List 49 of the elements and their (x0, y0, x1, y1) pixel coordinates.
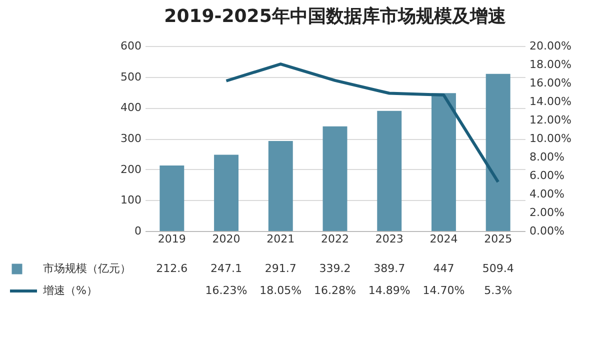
data-label: 389.7 (374, 262, 406, 275)
y-tick-label: 100 (120, 194, 142, 207)
y2-tick-label: 8.00% (530, 150, 564, 164)
data-label: 14.70% (422, 284, 465, 297)
y-tick-label: 400 (120, 101, 142, 114)
data-label: 16.28% (314, 284, 356, 297)
bar (268, 141, 293, 231)
data-label: 5.3% (484, 284, 512, 297)
y-tick-label: 0 (134, 224, 142, 238)
y-tick-label: 300 (120, 132, 142, 145)
y2-tick-label: 4.00% (530, 188, 564, 200)
data-label: 339.2 (319, 262, 351, 275)
data-label: 447 (433, 262, 454, 275)
y-tick-label: 200 (120, 162, 142, 176)
y2-tick-label: 6.00% (530, 169, 564, 182)
x-tick-label: 2021 (266, 232, 295, 246)
y-tick-label: 500 (120, 70, 142, 84)
x-tick-label: 2019 (158, 232, 186, 246)
x-tick-label: 2024 (430, 232, 458, 246)
data-label: 509.4 (482, 262, 514, 275)
y2-tick-label: 10.00% (530, 132, 572, 145)
legend-label: 市场规模（亿元） (43, 262, 131, 275)
bar (377, 110, 402, 231)
data-label: 14.89% (368, 284, 410, 297)
y2-tick-label: 0.00% (530, 224, 564, 238)
chart-title: 2019-2025年中国数据库市场规模及增速 (164, 6, 506, 27)
bar (160, 165, 184, 231)
x-tick-label: 2023 (375, 232, 404, 246)
line-series (224, 62, 500, 184)
bar (214, 154, 239, 231)
data-label: 291.7 (264, 262, 296, 275)
y2-tick-label: 14.00% (530, 95, 572, 108)
x-tick-label: 2022 (321, 232, 349, 246)
y2-tick-label: 16.00% (530, 76, 572, 90)
bar (486, 74, 510, 231)
y2-tick-label: 20.00% (530, 40, 572, 52)
data-label: 18.05% (260, 284, 302, 297)
bar (431, 93, 456, 231)
data-label: 212.6 (156, 262, 188, 275)
y-tick-label: 600 (120, 40, 142, 52)
y2-tick-label: 2.00% (530, 206, 564, 219)
y2-tick-label: 18.00% (530, 58, 572, 71)
y2-tick-label: 12.00% (530, 114, 572, 126)
data-label: 16.23% (205, 284, 248, 297)
bar (322, 126, 348, 231)
data-label: 247.1 (210, 262, 242, 275)
x-tick-label: 2020 (212, 232, 240, 246)
legend-label: 增速（%） (42, 284, 98, 297)
x-tick-label: 2025 (484, 232, 512, 246)
